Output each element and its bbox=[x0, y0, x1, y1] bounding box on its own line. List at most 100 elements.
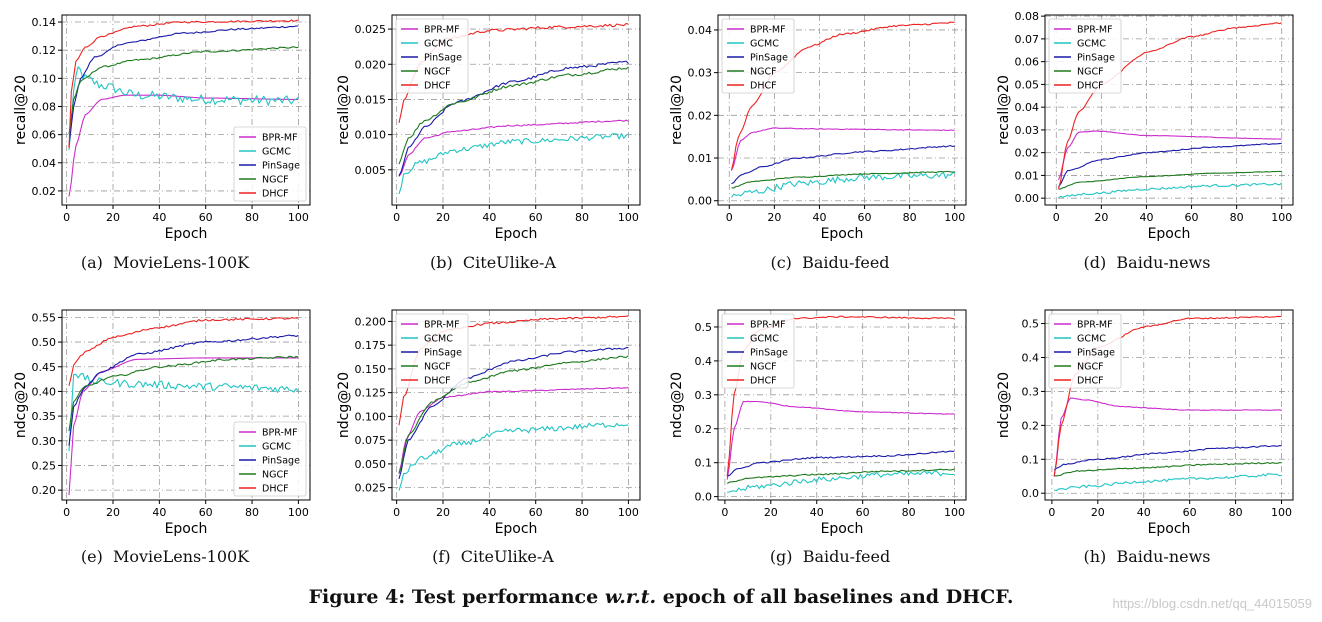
y-tick-label: 0.020 bbox=[355, 58, 387, 71]
x-tick-label: 0 bbox=[63, 506, 70, 519]
y-tick-label: 0.0 bbox=[695, 491, 713, 504]
series-line-ngcf bbox=[731, 170, 955, 189]
y-tick-label: 0.100 bbox=[355, 410, 387, 423]
y-tick-label: 0.40 bbox=[32, 385, 57, 398]
y-tick-label: 0.025 bbox=[355, 23, 387, 36]
x-tick-label: 80 bbox=[575, 211, 589, 224]
series-line-bpr-mf bbox=[730, 127, 955, 171]
y-tick-label: 0.06 bbox=[32, 129, 57, 142]
x-axis-label: Epoch bbox=[495, 521, 538, 537]
series-line-gcmc bbox=[398, 422, 629, 491]
x-axis-label: Epoch bbox=[1148, 521, 1191, 537]
legend-label: BPR-MF bbox=[1077, 25, 1113, 36]
x-tick-label: 40 bbox=[810, 506, 824, 519]
y-tick-label: 0.00 bbox=[688, 195, 713, 208]
plot-frame bbox=[61, 14, 311, 206]
legend-box bbox=[233, 126, 307, 202]
legend-label: DHCF bbox=[750, 376, 777, 387]
legend-label: NGCF bbox=[424, 362, 451, 373]
series-line-pinsage bbox=[1058, 142, 1282, 188]
series-line-bpr-mf bbox=[1057, 130, 1282, 181]
y-tick-label: 0.5 bbox=[1022, 318, 1040, 331]
legend-label: BPR-MF bbox=[750, 25, 786, 36]
legend-label: PinSage bbox=[1077, 53, 1115, 64]
series-line-ngcf bbox=[398, 355, 629, 474]
x-tick-label: 100 bbox=[288, 506, 309, 519]
series-line-pinsage bbox=[68, 25, 299, 146]
legend-label: NGCF bbox=[1077, 67, 1104, 78]
y-axis-label: ndcg@20 bbox=[996, 372, 1012, 438]
x-tick-label: 60 bbox=[1185, 211, 1199, 224]
x-tick-label: 80 bbox=[903, 211, 917, 224]
y-tick-label: 0.1 bbox=[1022, 453, 1040, 466]
legend-f: BPR-MF GCMC PinSage NGCF DHCF bbox=[395, 313, 469, 389]
chart-h: 0 20 40 60 80 100 0.0 0.1 0.2 0.3 0.4 0.5 Epoch ndcg@… bbox=[996, 309, 1294, 566]
legend-box bbox=[233, 421, 307, 497]
y-tick-label: 0.06 bbox=[1015, 56, 1040, 69]
legend-h: BPR-MF GCMC PinSage NGCF DHCF bbox=[1048, 313, 1122, 389]
x-tick-label: 60 bbox=[529, 506, 543, 519]
y-tick-label: 0.01 bbox=[688, 152, 713, 165]
legend-label: BPR-MF bbox=[1077, 320, 1113, 331]
legend-label: GCMC bbox=[1077, 39, 1106, 50]
plot-frame bbox=[1044, 14, 1294, 206]
y-tick-label: 0.02 bbox=[1015, 147, 1040, 160]
series-line-ngcf bbox=[1058, 170, 1282, 190]
legend-a: BPR-MF GCMC PinSage NGCF DHCF bbox=[233, 126, 307, 202]
legend-label: NGCF bbox=[1077, 362, 1104, 373]
y-tick-label: 0.01 bbox=[1015, 169, 1040, 182]
subcaption: (f) CiteUlike-A bbox=[432, 547, 554, 566]
y-tick-label: 0.125 bbox=[355, 387, 387, 400]
grid-e bbox=[62, 310, 310, 500]
series-line-ngcf bbox=[68, 355, 299, 432]
y-tick-label: 0.03 bbox=[1015, 124, 1040, 137]
subcaption: (g) Baidu-feed bbox=[770, 547, 890, 566]
series-line-pinsage bbox=[398, 60, 629, 177]
series-line-pinsage bbox=[68, 334, 299, 446]
x-axis-label: Epoch bbox=[495, 226, 538, 242]
x-tick-label: 20 bbox=[106, 211, 120, 224]
x-tick-label: 20 bbox=[767, 211, 781, 224]
series-line-bpr-mf bbox=[726, 400, 955, 480]
series-line-gcmc bbox=[68, 66, 299, 151]
legend-label: BPR-MF bbox=[424, 25, 460, 36]
y-tick-label: 0.10 bbox=[32, 72, 57, 85]
x-tick-label: 40 bbox=[152, 506, 166, 519]
y-tick-label: 0.50 bbox=[32, 336, 57, 349]
legend-box bbox=[395, 18, 469, 94]
y-tick-label: 0.05 bbox=[1015, 78, 1040, 91]
x-tick-label: 80 bbox=[245, 506, 259, 519]
x-tick-label: 0 bbox=[721, 506, 728, 519]
caption-prefix: Figure 4: Test performance bbox=[308, 586, 605, 608]
series-group-e bbox=[68, 317, 299, 496]
legend-b: BPR-MF GCMC PinSage NGCF DHCF bbox=[395, 18, 469, 94]
y-axis-label: ndcg@20 bbox=[669, 372, 685, 438]
x-tick-label: 0 bbox=[1053, 211, 1060, 224]
legend-label: PinSage bbox=[750, 53, 788, 64]
legend-box bbox=[1048, 313, 1122, 389]
series-line-bpr-mf bbox=[398, 386, 629, 474]
y-tick-label: 0.20 bbox=[32, 484, 57, 497]
legend-label: BPR-MF bbox=[262, 133, 298, 144]
series-line-pinsage bbox=[731, 145, 955, 185]
x-tick-label: 60 bbox=[1183, 506, 1197, 519]
x-tick-label: 100 bbox=[288, 211, 309, 224]
legend-label: GCMC bbox=[424, 39, 453, 50]
legend-label: GCMC bbox=[262, 442, 291, 453]
y-tick-label: 0.4 bbox=[1022, 352, 1040, 365]
y-tick-label: 0.02 bbox=[688, 109, 713, 122]
chart-b: 0 20 40 60 80 100 0.005 0.010 0.015 0.020 0.025 Epo… bbox=[336, 14, 641, 272]
legend-label: GCMC bbox=[750, 39, 779, 50]
x-tick-label: 0 bbox=[1048, 506, 1055, 519]
y-tick-label: 0.3 bbox=[695, 389, 713, 402]
legend-label: PinSage bbox=[262, 161, 300, 172]
subcaption: (c) Baidu-feed bbox=[770, 253, 889, 272]
x-tick-label: 0 bbox=[393, 506, 400, 519]
y-tick-label: 0.075 bbox=[355, 434, 387, 447]
legend-label: NGCF bbox=[424, 67, 451, 78]
subcaption: (e) MovieLens-100K bbox=[81, 547, 250, 566]
y-tick-label: 0.1 bbox=[695, 457, 713, 470]
y-tick-label: 0.025 bbox=[355, 482, 387, 495]
series-line-bpr-mf bbox=[398, 119, 629, 177]
